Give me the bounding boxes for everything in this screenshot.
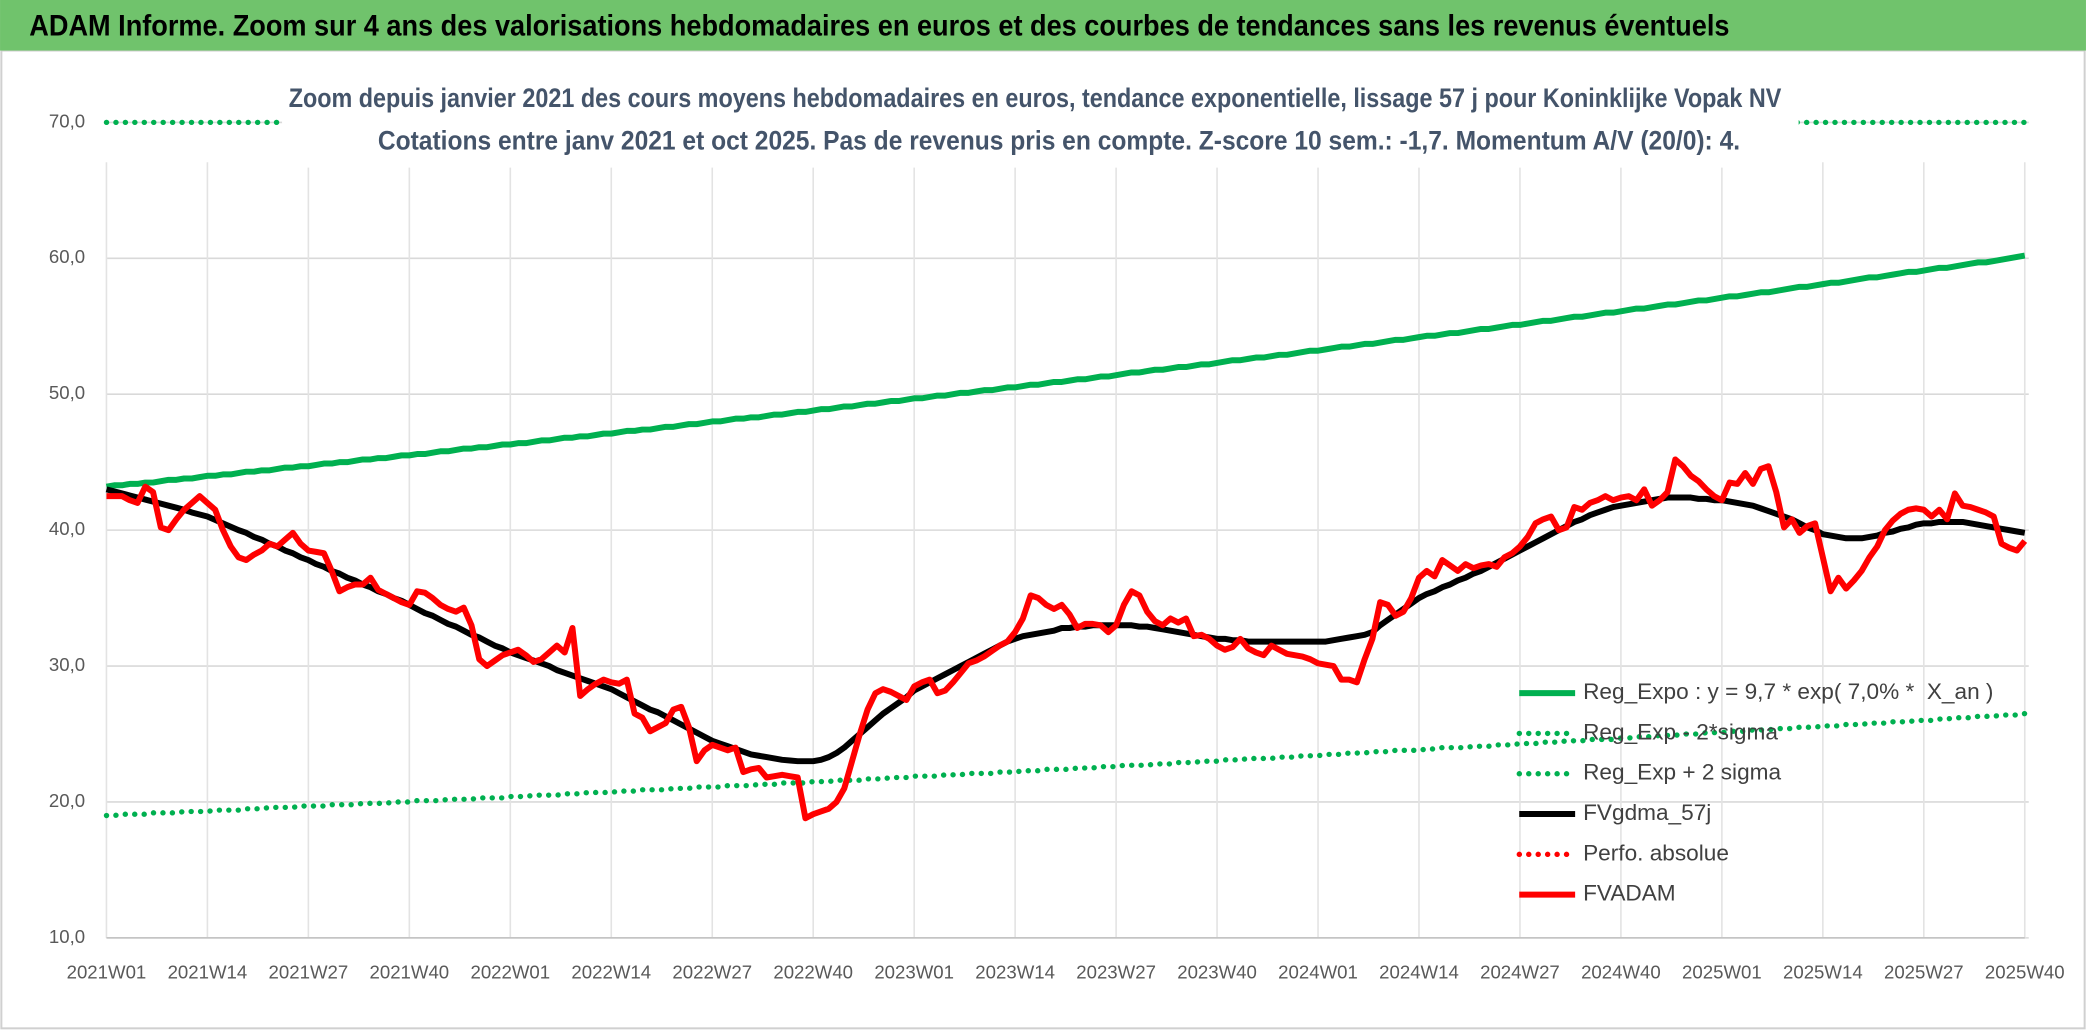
x-tick-label: 2021W01 (67, 962, 147, 983)
chart-title: ADAM Informe. Zoom sur 4 ans des valoris… (29, 11, 1729, 43)
y-tick-label: 20,0 (49, 790, 85, 811)
x-tick-label: 2022W14 (571, 962, 651, 983)
y-tick-label: 70,0 (49, 110, 85, 131)
x-tick-label: 2022W40 (773, 962, 853, 983)
y-tick-label: 30,0 (49, 654, 85, 675)
legend-label: Reg_Exp + 2 sigma (1583, 760, 1781, 785)
legend-label: Reg_Expo : y = 9,7 * exp( 7,0% * X_an ) (1583, 679, 1993, 704)
series-line (105, 252, 2026, 490)
x-tick-label: 2025W40 (1985, 962, 2065, 983)
series-line (103, 710, 2028, 819)
series-line (105, 486, 2026, 765)
x-tick-label: 2023W14 (975, 962, 1055, 983)
x-tick-label: 2022W27 (672, 962, 752, 983)
subtitle: Cotations entre janv 2021 et oct 2025. P… (378, 125, 1740, 155)
title-banner (0, 0, 2086, 51)
x-tick-label: 2023W40 (1177, 962, 1257, 983)
x-tick-label: 2023W27 (1076, 962, 1156, 983)
subtitle: Zoom depuis janvier 2021 des cours moyen… (289, 83, 1782, 113)
x-tick-label: 2024W14 (1379, 962, 1459, 983)
x-tick-label: 2024W27 (1480, 962, 1560, 983)
x-tick-label: 2025W27 (1884, 962, 1964, 983)
legend-label: FVgdma_57j (1583, 800, 1711, 825)
legend: Reg_Expo : y = 9,7 * exp( 7,0% * X_an ) R… (1516, 679, 1993, 906)
x-tick-label: 2024W01 (1278, 962, 1358, 983)
y-tick-label: 10,0 (49, 926, 85, 947)
y-tick-label: 60,0 (49, 246, 85, 267)
legend-label: FVADAM (1583, 881, 1676, 906)
subtitle-box (282, 74, 1799, 168)
legend-label: Reg_Exp - 2*sigma (1583, 719, 1778, 744)
x-tick-label: 2023W01 (874, 962, 954, 983)
x-tick-label: 2022W01 (470, 962, 550, 983)
x-tick-label: 2021W27 (269, 962, 349, 983)
legend-label: Perfo. absolue (1583, 840, 1729, 865)
y-tick-label: 40,0 (49, 518, 85, 539)
x-tick-label: 2021W14 (168, 962, 248, 983)
x-tick-label: 2025W01 (1682, 962, 1762, 983)
y-tick-label: 50,0 (49, 382, 85, 403)
series-line (106, 456, 2028, 822)
x-tick-label: 2024W40 (1581, 962, 1661, 983)
x-tick-label: 2021W40 (370, 962, 450, 983)
x-tick-label: 2025W14 (1783, 962, 1863, 983)
